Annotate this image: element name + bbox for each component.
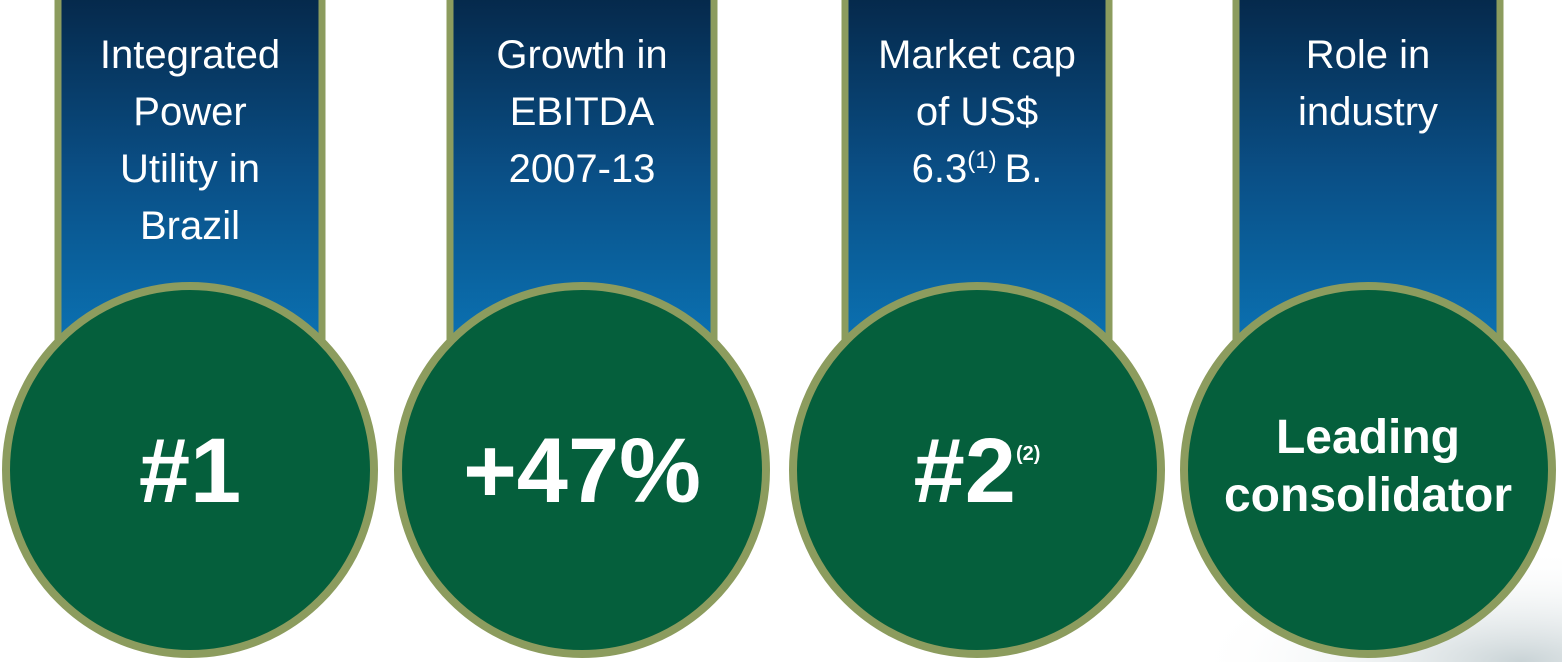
text-line: Integrated xyxy=(100,33,280,77)
text-suffix: B. xyxy=(1005,147,1043,191)
text-line: of US$ xyxy=(916,90,1038,134)
superscript: (2) xyxy=(1016,443,1040,465)
text-line: Utility in xyxy=(120,147,260,191)
badge-circle xyxy=(1180,282,1556,658)
text-line: +47% xyxy=(463,420,701,522)
text-line: Market cap xyxy=(878,33,1076,77)
badge-circle xyxy=(789,282,1165,658)
text-line: EBITDA xyxy=(510,90,655,134)
text-line: Growth in xyxy=(496,33,667,77)
card: Market cap of US$ 6.3(1) B. #2(2) xyxy=(789,0,1165,658)
text-line: #2(2) xyxy=(914,420,1041,522)
card: Integrated Power Utility in Brazil #1 xyxy=(2,0,378,658)
text-line: Role in xyxy=(1306,33,1431,77)
main-text: 6.3 xyxy=(912,147,968,191)
text-line: 6.3(1) B. xyxy=(912,147,1043,191)
text-line: Power xyxy=(133,90,246,134)
text-line: Brazil xyxy=(140,204,240,248)
text-line: consolidator xyxy=(1224,469,1512,522)
text-line: Leading xyxy=(1276,411,1460,464)
badge-circle xyxy=(394,282,770,658)
text-line: industry xyxy=(1298,90,1438,134)
text-line: 2007-13 xyxy=(509,147,656,191)
card: Growth in EBITDA 2007-13 +47% xyxy=(394,0,770,658)
text-line: #1 xyxy=(139,420,241,522)
badge-circle xyxy=(2,282,378,658)
superscript: (1) xyxy=(967,147,996,174)
main-text: #2 xyxy=(914,420,1016,522)
